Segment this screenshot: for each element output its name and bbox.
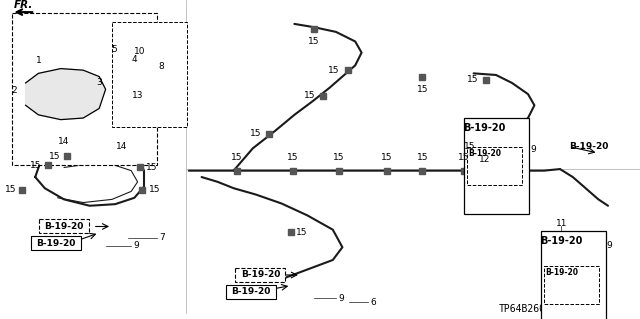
Text: 14: 14 <box>116 142 127 151</box>
Bar <box>39 219 89 234</box>
Text: 9: 9 <box>530 145 536 154</box>
Text: 11: 11 <box>556 219 567 228</box>
Text: 15: 15 <box>333 153 345 162</box>
Text: 12: 12 <box>479 155 490 164</box>
Text: 15: 15 <box>146 163 157 172</box>
Text: 15: 15 <box>148 185 160 194</box>
Text: TP64B2600: TP64B2600 <box>499 304 551 315</box>
Text: 14: 14 <box>58 137 70 146</box>
Text: B-19-20: B-19-20 <box>463 123 506 133</box>
Bar <box>541 231 606 319</box>
Text: 15: 15 <box>287 153 299 162</box>
Bar <box>467 147 522 185</box>
Text: 15: 15 <box>304 91 316 100</box>
Text: 4: 4 <box>132 55 137 63</box>
Text: FR.: FR. <box>14 0 33 10</box>
Bar <box>226 285 276 299</box>
Text: 8: 8 <box>159 63 164 71</box>
Bar <box>464 118 529 214</box>
Text: B-19-20: B-19-20 <box>44 222 84 231</box>
Polygon shape <box>26 69 106 120</box>
Text: 15: 15 <box>417 153 428 162</box>
Text: B-19-20: B-19-20 <box>241 271 280 279</box>
Text: 15: 15 <box>417 85 428 94</box>
Text: 15: 15 <box>30 161 42 170</box>
Bar <box>112 22 187 127</box>
Text: B-19-20: B-19-20 <box>231 287 271 296</box>
Text: 6: 6 <box>370 298 376 307</box>
Text: 9: 9 <box>607 241 612 250</box>
Text: 15: 15 <box>296 228 308 237</box>
Text: 3: 3 <box>97 78 102 87</box>
Text: B-19-20: B-19-20 <box>36 239 76 248</box>
Text: 9: 9 <box>338 294 344 303</box>
Text: 15: 15 <box>250 130 261 138</box>
Text: 1: 1 <box>36 56 41 65</box>
Text: 2: 2 <box>12 86 17 95</box>
Text: 15: 15 <box>328 66 340 75</box>
Text: 13: 13 <box>132 91 143 100</box>
Text: 15: 15 <box>464 142 476 151</box>
Text: B-19-20: B-19-20 <box>540 236 582 246</box>
Bar <box>12 13 157 165</box>
Text: 15: 15 <box>308 37 319 46</box>
Text: B-19-20: B-19-20 <box>545 268 578 277</box>
Text: 15: 15 <box>4 185 16 194</box>
Text: 9: 9 <box>133 241 139 250</box>
Text: 15: 15 <box>381 153 393 162</box>
Bar <box>544 266 599 304</box>
Text: B-19-20: B-19-20 <box>468 149 501 158</box>
Text: 10: 10 <box>134 47 145 56</box>
Text: 15: 15 <box>458 153 470 162</box>
Text: 5: 5 <box>111 45 116 54</box>
Text: B-19-20: B-19-20 <box>570 142 609 151</box>
Text: 15: 15 <box>467 75 479 84</box>
Text: 15: 15 <box>231 153 243 162</box>
Text: 7: 7 <box>159 233 164 242</box>
Text: 15: 15 <box>496 153 508 162</box>
Text: 15: 15 <box>49 152 61 161</box>
Bar <box>236 268 285 282</box>
Bar <box>31 236 81 250</box>
